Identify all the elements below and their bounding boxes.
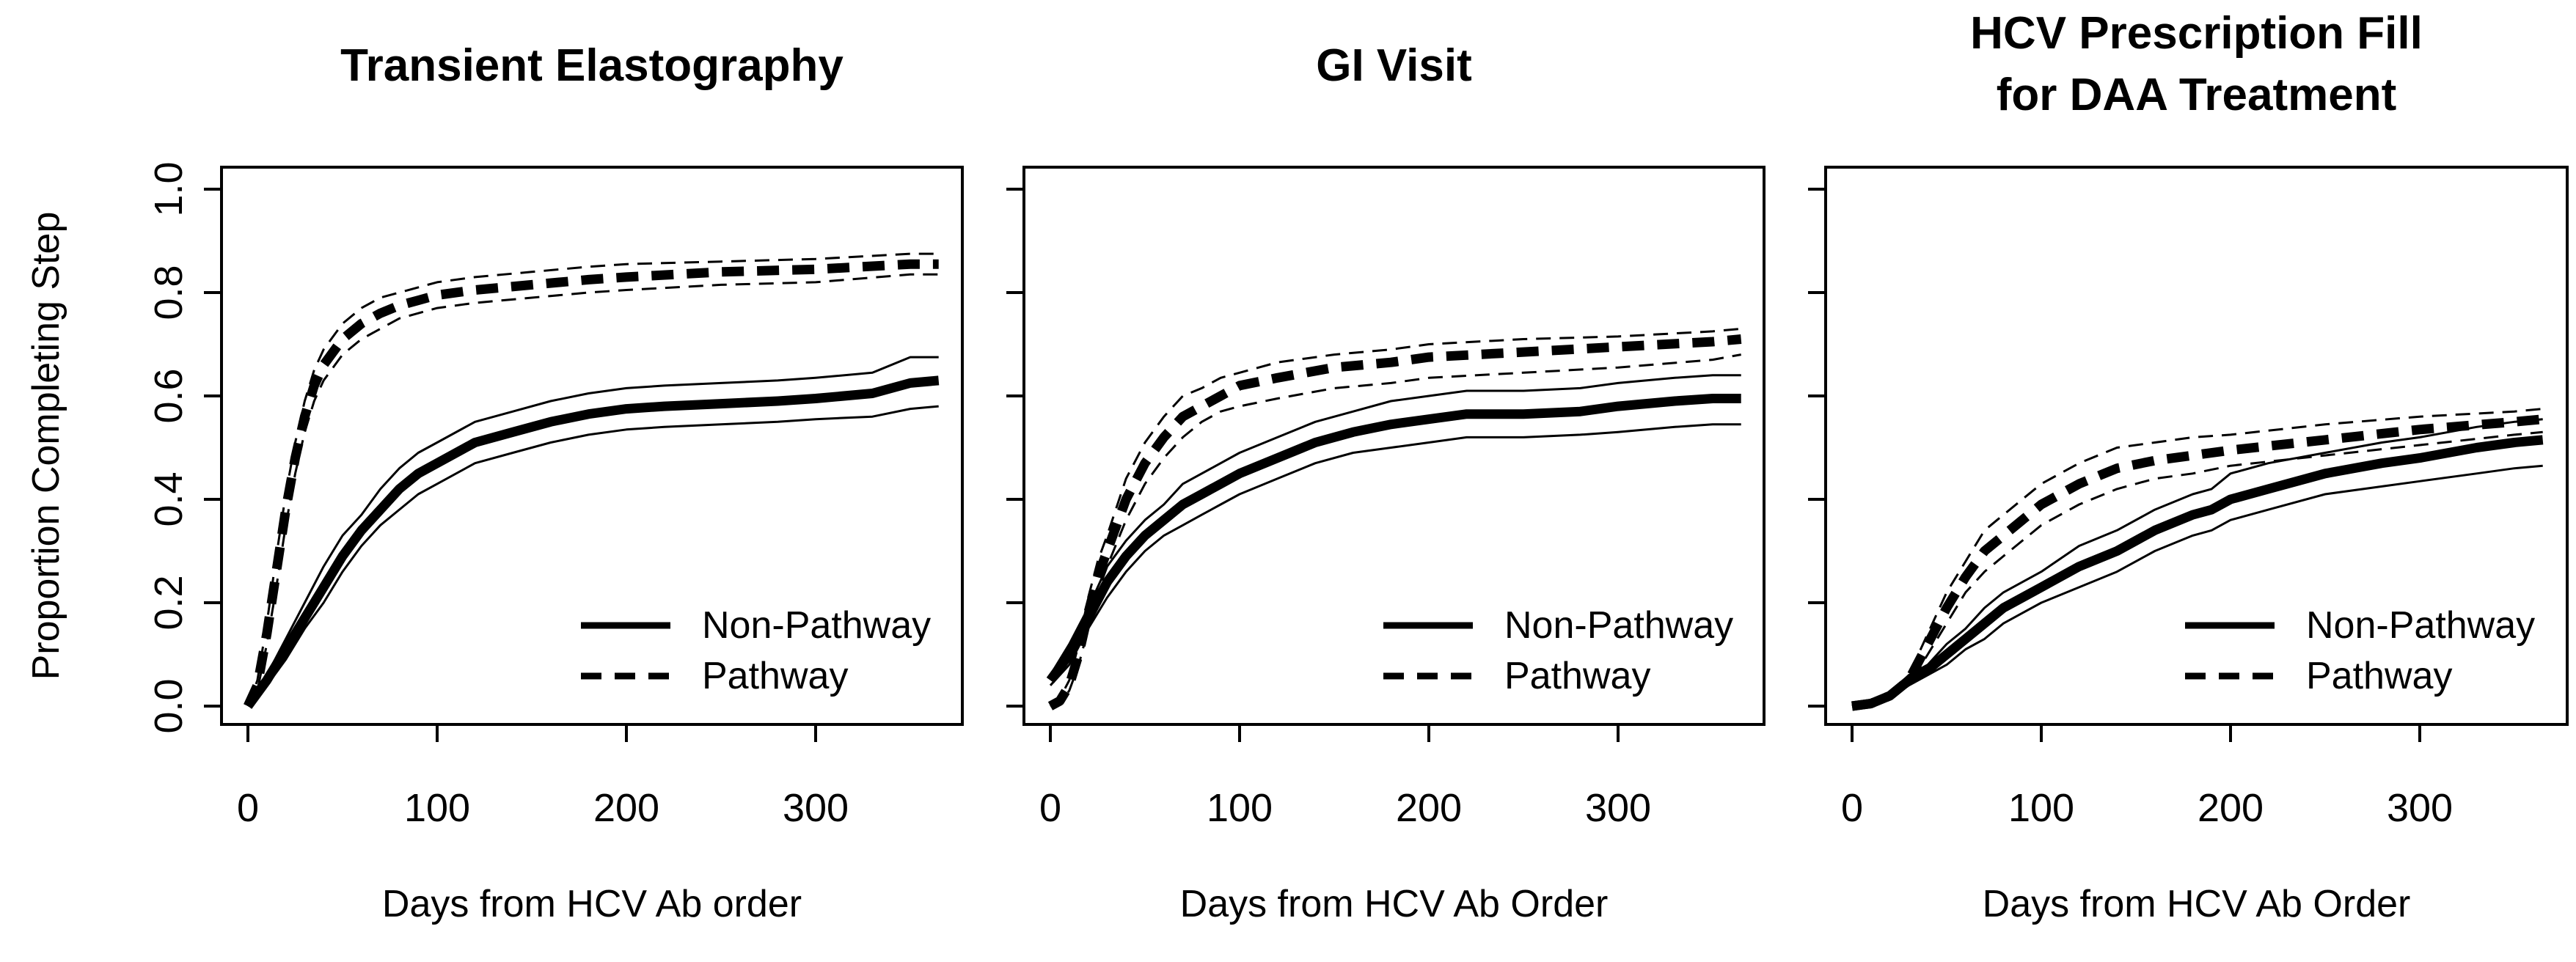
non-pathway-line — [244, 375, 940, 709]
x-tick-label: 200 — [593, 786, 659, 830]
pathway-line — [1851, 414, 2544, 711]
non-pathway-line — [1851, 435, 2544, 711]
x-tick-label: 100 — [2008, 786, 2074, 830]
x-axis-label: Days from HCV Ab Order — [1180, 883, 1609, 925]
y-tick-label: 0.0 — [147, 678, 191, 733]
x-tick-label: 300 — [783, 786, 849, 830]
x-tick-label: 0 — [1039, 786, 1061, 830]
y-tick-label: 0.6 — [147, 368, 191, 423]
non-pathway-ci-upper-line — [1049, 374, 1741, 676]
pathway-line — [244, 259, 939, 708]
legend-pathway-label: Pathway — [1504, 655, 1650, 697]
non-pathway-ci-upper-line — [246, 356, 939, 707]
legend-pathway-label: Pathway — [2306, 655, 2452, 697]
pathway-line — [1047, 334, 1742, 711]
y-tick-label: 0.2 — [147, 575, 191, 630]
non-pathway-ci-lower-line — [1049, 423, 1741, 686]
panel-2: GI Visit 0 100 200 300 Days from HCV Ab Order… — [1006, 40, 1765, 925]
legend-non-pathway-label: Non-Pathway — [2306, 604, 2535, 647]
legend-non-pathway-label: Non-Pathway — [702, 604, 931, 647]
y-tick-label: 0.4 — [147, 471, 191, 526]
legend-pathway-label: Pathway — [702, 655, 848, 697]
y-axis-label: Proportion Completing Step — [25, 212, 67, 680]
x-tick-label: 0 — [237, 786, 259, 830]
pathway-ci-lower-line — [246, 273, 939, 707]
pathway-ci-lower-line — [1050, 353, 1741, 708]
chart-title: Transient Elastography — [340, 40, 844, 91]
pathway-ci-lower-line — [1852, 430, 2543, 708]
non-pathway-ci-lower-line — [246, 405, 939, 708]
legend-non-pathway-label: Non-Pathway — [1504, 604, 1733, 647]
x-tick-label: 0 — [1841, 786, 1863, 830]
plot-frame — [1824, 166, 2569, 726]
panel-3: HCV Prescription Fill for DAA Treatment 0 1… — [1808, 8, 2569, 925]
x-tick-label: 300 — [2387, 786, 2453, 830]
x-tick-label: 200 — [1396, 786, 1462, 830]
y-tick-label: 0.8 — [147, 265, 191, 320]
chart-title: HCV Prescription Fill — [1970, 8, 2423, 59]
x-axis-label: Days from HCV Ab order — [382, 883, 802, 925]
chart-title: GI Visit — [1316, 40, 1472, 91]
non-pathway-line — [1046, 394, 1741, 683]
chart-title: for DAA Treatment — [1997, 70, 2396, 120]
plot-frame — [1022, 166, 1765, 726]
x-tick-label: 100 — [1207, 786, 1273, 830]
x-tick-label: 100 — [404, 786, 470, 830]
x-tick-label: 200 — [2198, 786, 2264, 830]
y-tick-label: 1.0 — [147, 161, 191, 216]
plot-frame — [220, 166, 964, 726]
panel-1: Transient Elastography 0.0 0.2 0.4 0.6 0.8 1.0… — [25, 40, 964, 925]
pathway-ci-upper-line — [1050, 327, 1741, 708]
x-tick-label: 300 — [1585, 786, 1651, 830]
x-axis-label: Days from HCV Ab Order — [1983, 883, 2411, 925]
